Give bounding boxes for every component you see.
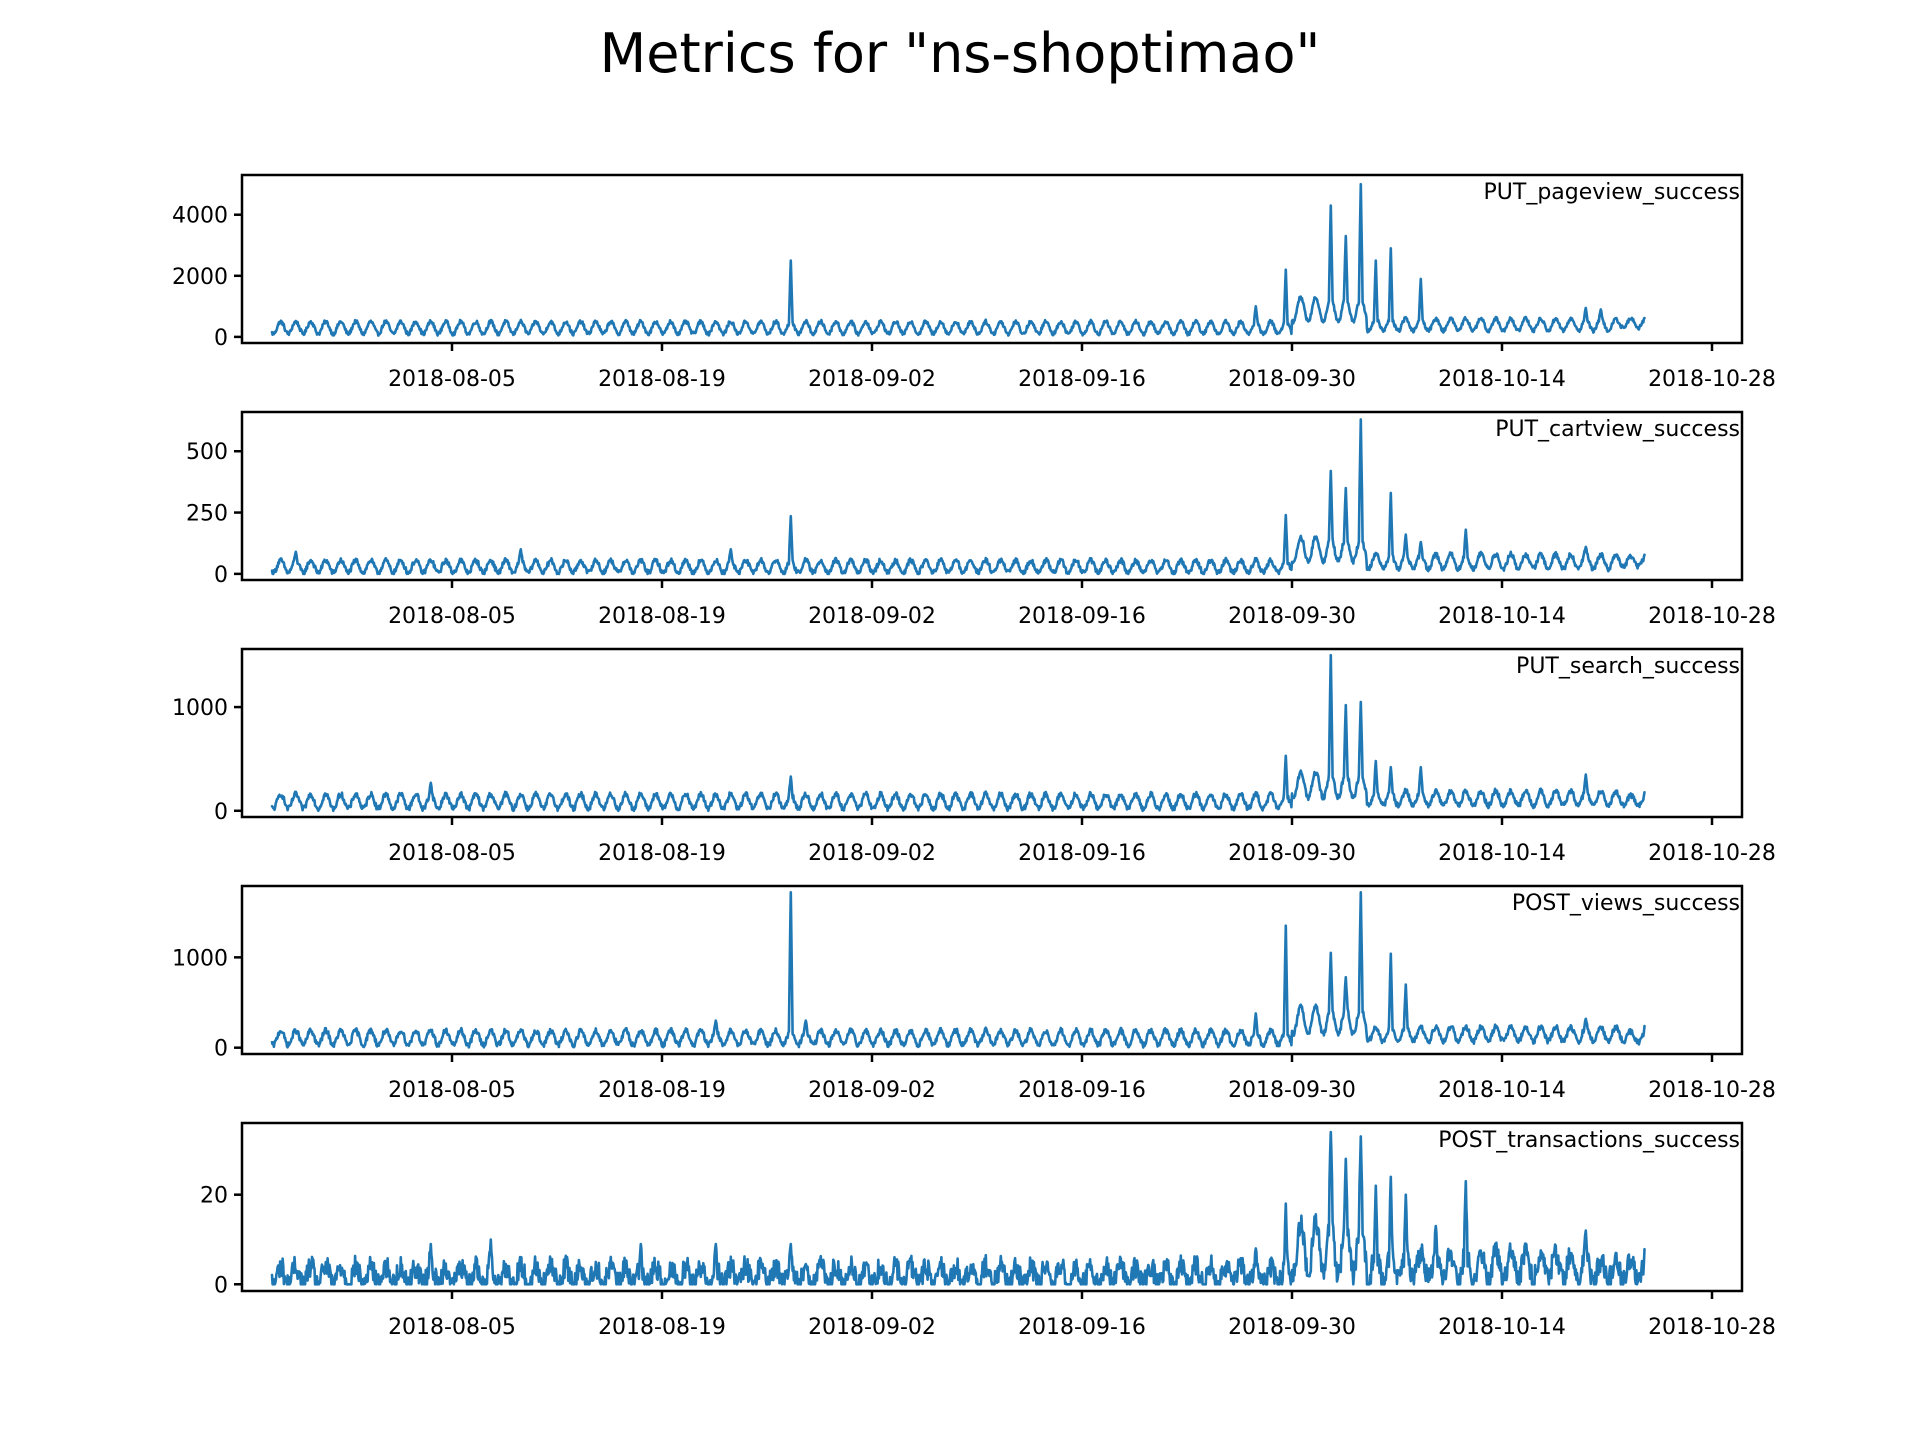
x-tick-label: 2018-09-16 <box>1018 367 1146 392</box>
x-tick-label: 2018-09-02 <box>808 1078 936 1103</box>
panel-POST_views_success: 0 1000 2018-08-05 2018-08-19 2018-09-02 2018-… <box>172 884 1776 1103</box>
x-tick-label: 2018-09-16 <box>1018 1315 1146 1340</box>
panel-label: PUT_pageview_success <box>1484 180 1740 205</box>
x-tick-label: 2018-10-14 <box>1438 1078 1566 1103</box>
panel-label: POST_views_success <box>1512 891 1740 916</box>
x-tick-label: 2018-09-16 <box>1018 841 1146 866</box>
x-tick-label: 2018-09-16 <box>1018 1078 1146 1103</box>
series-line-PUT_cartview_success <box>270 418 1646 576</box>
panel-PUT_cartview_success: 0 250 500 2018-08-05 2018-08-19 2018-09-02 201… <box>186 410 1776 629</box>
x-tick-label: 2018-09-02 <box>808 841 936 866</box>
x-tick-label: 2018-10-14 <box>1438 841 1566 866</box>
axes-frame <box>240 1121 1744 1293</box>
panel-PUT_pageview_success: 0 2000 4000 2018-08-05 2018-08-19 2018-09-02 2… <box>172 173 1776 392</box>
x-tick-label: 2018-08-19 <box>598 841 726 866</box>
x-tick-label: 2018-09-30 <box>1228 367 1356 392</box>
axes-frame <box>240 884 1744 1056</box>
x-tick-label: 2018-09-30 <box>1228 1315 1356 1340</box>
x-tick-label: 2018-09-16 <box>1018 604 1146 629</box>
x-tick-label: 2018-08-19 <box>598 604 726 629</box>
figure-title: Metrics for "ns-shoptimao" <box>600 22 1321 85</box>
y-tick-label: 0 <box>214 563 228 588</box>
series-line-POST_transactions_success <box>270 1130 1646 1286</box>
x-tick-label: 2018-08-05 <box>388 841 516 866</box>
axes-frame <box>240 173 1744 345</box>
x-tick-label: 2018-08-19 <box>598 1315 726 1340</box>
x-tick-label: 2018-10-28 <box>1648 1315 1776 1340</box>
x-tick-label: 2018-08-05 <box>388 1315 516 1340</box>
series-line-POST_views_success <box>270 890 1646 1049</box>
x-tick-label: 2018-10-28 <box>1648 604 1776 629</box>
axes-frame <box>240 410 1744 582</box>
x-tick-label: 2018-10-14 <box>1438 1315 1566 1340</box>
panel-label: PUT_search_success <box>1516 654 1740 679</box>
y-tick-label: 20 <box>200 1184 228 1209</box>
x-tick-label: 2018-09-30 <box>1228 604 1356 629</box>
panel-POST_transactions_success: 0 20 2018-08-05 2018-08-19 2018-09-02 2018-09… <box>200 1121 1776 1340</box>
y-tick-label: 500 <box>186 440 228 465</box>
x-tick-label: 2018-08-05 <box>388 604 516 629</box>
x-tick-label: 2018-09-02 <box>808 367 936 392</box>
x-tick-label: 2018-08-19 <box>598 367 726 392</box>
y-tick-label: 250 <box>186 502 228 527</box>
y-tick-label: 0 <box>214 1037 228 1062</box>
y-tick-label: 4000 <box>172 204 228 229</box>
x-tick-label: 2018-10-14 <box>1438 367 1566 392</box>
x-tick-label: 2018-08-05 <box>388 1078 516 1103</box>
x-tick-label: 2018-10-28 <box>1648 367 1776 392</box>
y-tick-label: 1000 <box>172 696 228 721</box>
y-tick-label: 0 <box>214 1273 228 1298</box>
y-tick-label: 0 <box>214 800 228 825</box>
y-tick-label: 1000 <box>172 946 228 971</box>
x-tick-label: 2018-08-19 <box>598 1078 726 1103</box>
panel-label: PUT_cartview_success <box>1495 417 1740 442</box>
series-line-PUT_search_success <box>270 653 1646 813</box>
axes-frame <box>240 647 1744 819</box>
x-tick-label: 2018-09-02 <box>808 604 936 629</box>
series-line-PUT_pageview_success <box>270 182 1646 337</box>
x-tick-label: 2018-08-05 <box>388 367 516 392</box>
x-tick-label: 2018-09-30 <box>1228 1078 1356 1103</box>
x-tick-label: 2018-09-30 <box>1228 841 1356 866</box>
panel-PUT_search_success: 0 1000 2018-08-05 2018-08-19 2018-09-02 2018-… <box>172 647 1776 866</box>
x-tick-label: 2018-10-28 <box>1648 1078 1776 1103</box>
x-tick-label: 2018-10-14 <box>1438 604 1566 629</box>
x-tick-label: 2018-09-02 <box>808 1315 936 1340</box>
x-tick-label: 2018-10-28 <box>1648 841 1776 866</box>
y-tick-label: 0 <box>214 326 228 351</box>
y-tick-label: 2000 <box>172 265 228 290</box>
panel-label: POST_transactions_success <box>1438 1128 1740 1153</box>
